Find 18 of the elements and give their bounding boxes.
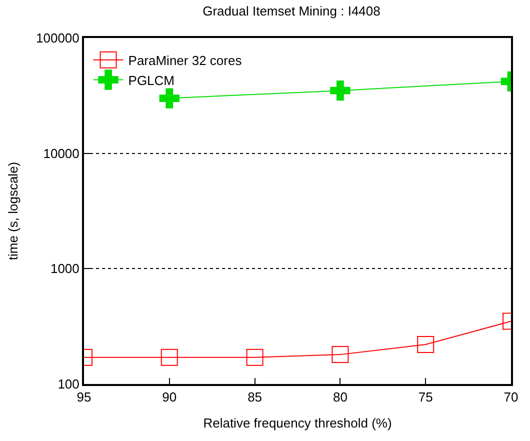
x-tick-label: 75: [418, 390, 433, 405]
point: [330, 80, 350, 101]
x-tick-label: 85: [248, 390, 262, 405]
x-axis-title: Relative frequency threshold (%): [203, 416, 392, 431]
x-tick-label: 70: [504, 390, 518, 405]
y-tick-label: 1000: [50, 261, 80, 276]
x-tick-label: 90: [162, 390, 177, 405]
legend-label: ParaMiner 32 cores: [128, 52, 242, 68]
x-tick-label: 80: [332, 390, 348, 405]
point: [246, 348, 264, 366]
x-tick-label: 95: [76, 390, 92, 405]
y-tick-label: 100: [58, 376, 80, 392]
legend-label: PGLCM: [128, 72, 175, 88]
chart-title: Gradual Itemset Mining : I4408: [202, 4, 380, 19]
point: [332, 346, 349, 364]
y-axis-title: time (s, logscale): [5, 162, 20, 260]
y-tick-label: 10000: [43, 146, 80, 161]
y-tick-label: 100000: [36, 30, 80, 46]
